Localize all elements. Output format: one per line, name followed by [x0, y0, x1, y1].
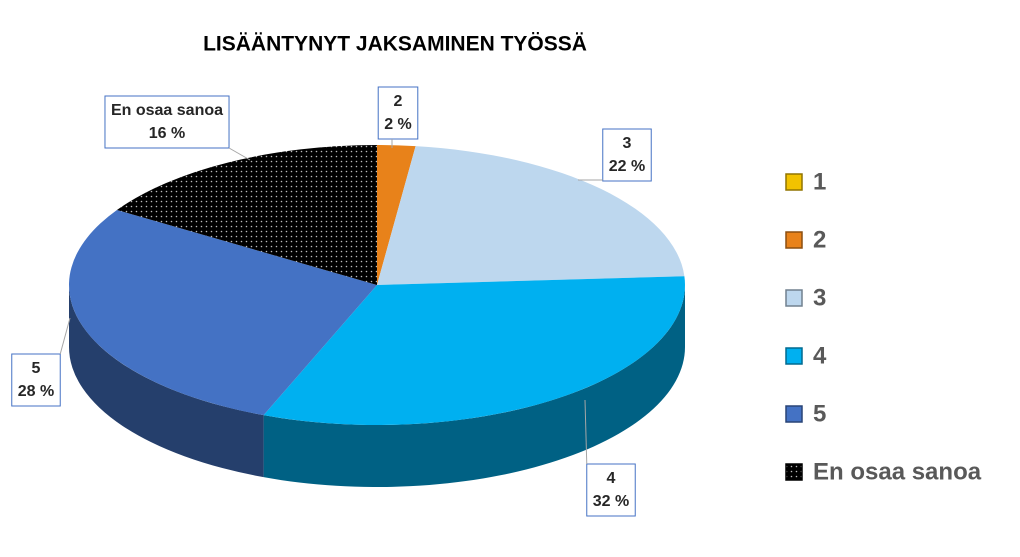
- legend-swatch: [785, 173, 803, 191]
- leader-line: [584, 399, 588, 465]
- leader-line: [59, 317, 71, 355]
- slice-side: [69, 285, 264, 478]
- data-label: En osaa sanoa 16 %: [104, 95, 230, 149]
- slice: [68, 209, 378, 416]
- label-category: 2: [394, 93, 403, 110]
- legend-swatch: [785, 347, 803, 365]
- label-box: [586, 463, 636, 517]
- label-box: [104, 95, 230, 149]
- label-value: 22 %: [609, 158, 645, 175]
- legend-swatch: [785, 289, 803, 307]
- label-value: 32 %: [593, 493, 629, 510]
- slice: [377, 145, 416, 285]
- label-box: [11, 353, 61, 407]
- label-category: 5: [32, 360, 41, 377]
- chart-title: LISÄÄNTYNYT JAKSAMINEN TYÖSSÄ: [203, 33, 587, 56]
- legend-label: En osaa sanoa: [813, 458, 982, 485]
- slice: [116, 145, 378, 285]
- data-label: 3 22 %: [602, 128, 652, 182]
- legend-label: 3: [813, 284, 826, 311]
- legend-label: 1: [813, 168, 826, 195]
- leader-line: [228, 147, 251, 161]
- legend-label: 2: [813, 226, 826, 253]
- label-box: [377, 86, 419, 140]
- legend-swatch: [785, 463, 803, 481]
- slice: [263, 276, 685, 425]
- slice-side: [263, 285, 685, 487]
- legend-label: 5: [813, 400, 826, 427]
- label-category: 4: [607, 470, 616, 487]
- label-category: En osaa sanoa: [111, 102, 223, 119]
- data-label: 4 32 %: [586, 463, 636, 517]
- label-value: 16 %: [149, 125, 185, 142]
- legend-swatch: [785, 231, 803, 249]
- legend-label: 4: [813, 342, 827, 369]
- label-value: 28 %: [18, 383, 54, 400]
- slice: [377, 146, 685, 285]
- data-label: 22 %: [377, 86, 419, 140]
- label-category: 3: [623, 135, 632, 152]
- label-value: 2 %: [384, 116, 412, 133]
- label-box: [602, 128, 652, 182]
- data-label: 5 28 %: [11, 353, 61, 407]
- legend-swatch: [785, 405, 803, 423]
